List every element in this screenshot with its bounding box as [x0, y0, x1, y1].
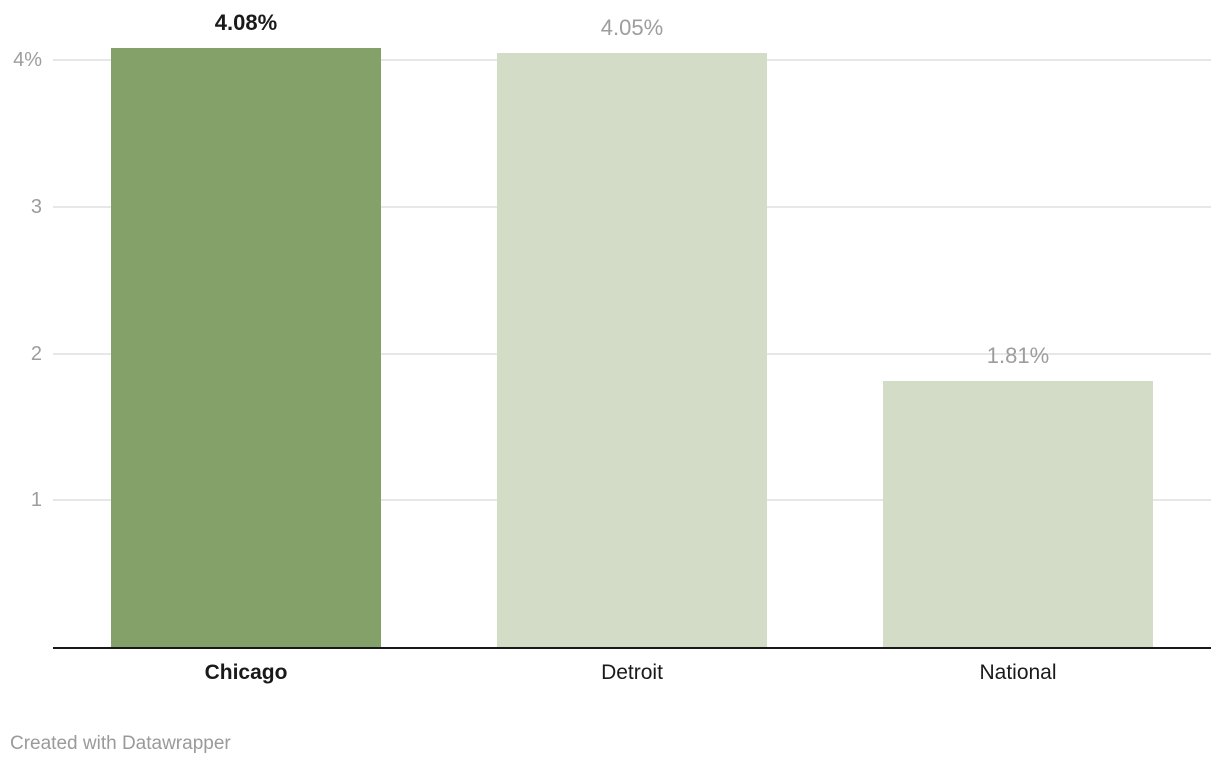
- x-category-label-chicago: Chicago: [204, 661, 288, 684]
- value-label-national: 1.81%: [986, 343, 1050, 369]
- x-axis-line: [53, 647, 1211, 649]
- y-tick-label-3: 3: [30, 195, 42, 218]
- value-label-chicago: 4.08%: [214, 10, 278, 36]
- x-category-label-detroit: Detroit: [601, 661, 663, 684]
- x-category-label-national: National: [979, 661, 1057, 684]
- bar-chicago[interactable]: [111, 48, 381, 647]
- y-tick-label-2: 2: [30, 342, 42, 365]
- value-label-detroit: 4.05%: [600, 14, 664, 40]
- bar-national[interactable]: [883, 381, 1153, 647]
- bar-detroit[interactable]: [497, 52, 767, 647]
- y-tick-label-1: 1: [30, 489, 42, 512]
- y-tick-label-4: 4%: [13, 49, 42, 72]
- datawrapper-credit-link[interactable]: Created with Datawrapper: [10, 733, 231, 754]
